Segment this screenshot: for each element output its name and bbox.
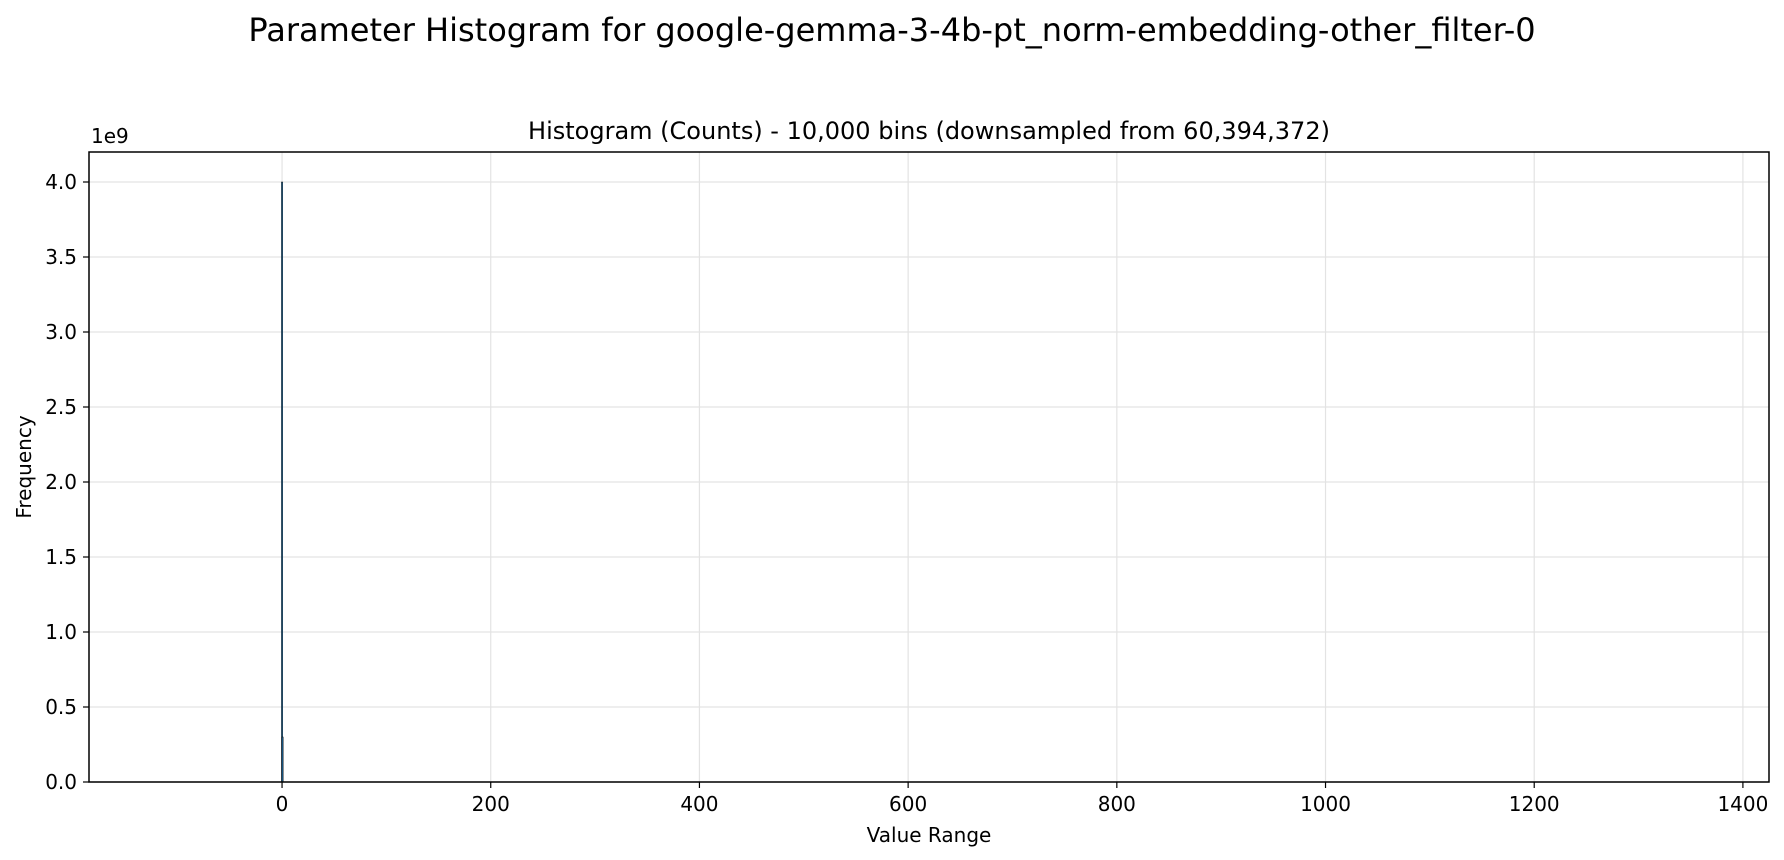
- y-tick-label: 0.0: [45, 770, 77, 794]
- histogram-bar: [281, 736, 284, 783]
- x-tick-label: 0: [276, 792, 289, 816]
- grid-lines: [89, 152, 1769, 783]
- y-tick-label: 1.0: [45, 620, 77, 644]
- figure-title: Parameter Histogram for google-gemma-3-4…: [248, 11, 1536, 49]
- y-axis-offset-label: 1e9: [91, 124, 129, 148]
- y-tick-label: 2.0: [45, 470, 77, 494]
- axis-ticks: 0 200 400 600 800 1000 1200 1400 0.0 0.5 1.0 1.5 2.0…: [45, 170, 1768, 816]
- x-tick-label: 600: [889, 792, 927, 816]
- x-tick-label: 400: [680, 792, 718, 816]
- y-tick-label: 4.0: [45, 170, 77, 194]
- x-tick-label: 200: [472, 792, 510, 816]
- y-tick-label: 3.0: [45, 320, 77, 344]
- chart-subtitle: Histogram (Counts) - 10,000 bins (downsa…: [528, 117, 1330, 145]
- x-tick-label: 800: [1098, 792, 1136, 816]
- y-tick-label: 1.5: [45, 545, 77, 569]
- y-axis-label: Frequency: [12, 415, 36, 518]
- x-tick-label: 1200: [1509, 792, 1560, 816]
- y-tick-label: 3.5: [45, 245, 77, 269]
- x-tick-label: 1000: [1300, 792, 1351, 816]
- y-tick-label: 2.5: [45, 395, 77, 419]
- plot-frame: [88, 151, 1770, 783]
- histogram-bar: [281, 181, 283, 783]
- x-tick-label: 1400: [1717, 792, 1768, 816]
- y-tick-label: 0.5: [45, 695, 77, 719]
- x-axis-label: Value Range: [867, 823, 992, 847]
